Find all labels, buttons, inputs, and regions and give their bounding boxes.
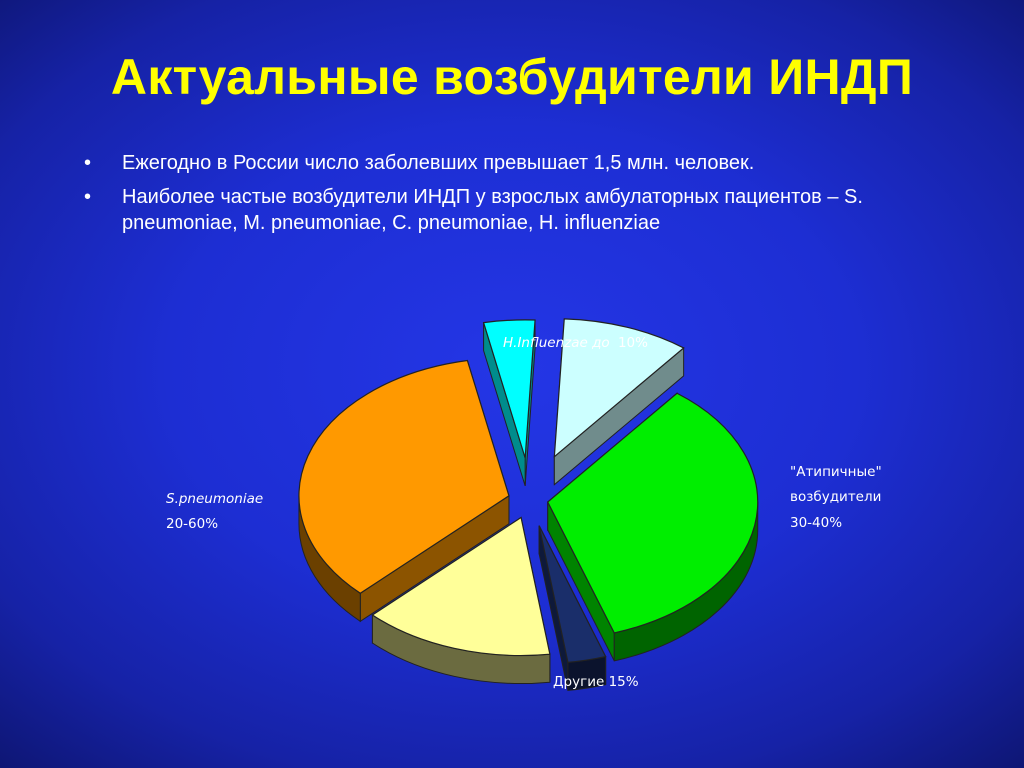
bullet-dot: • — [84, 186, 92, 208]
pie-slice-atypical — [546, 392, 759, 662]
pie-slice-cyan — [482, 319, 536, 487]
pie-slice-dark — [538, 525, 607, 691]
label-atypical-line1: "Атипичные" — [790, 464, 882, 480]
label-h-influenzae: H.Influenzae до 10% — [503, 335, 648, 351]
pie-slice-top — [538, 525, 607, 664]
bullet-text: Ежегодно в России число заболевших превы… — [122, 152, 755, 174]
pie-slice-top — [546, 392, 759, 634]
slide-title: Актуальные возбудители ИНДП — [110, 49, 914, 105]
pie-slice-top — [298, 359, 510, 594]
label-h-influenzae-value: 10% — [618, 335, 648, 351]
bullet-text: Наиболее частые возбудители ИНДП у взрос… — [122, 186, 863, 234]
pie-slice-top — [553, 318, 685, 459]
label-other: Другие 15% — [553, 674, 639, 690]
label-s-pneumoniae-value: 20-60% — [166, 516, 218, 532]
pie-slice-spneumoniae — [298, 359, 510, 623]
label-atypical-line3: 30-40% — [790, 515, 842, 531]
pie-slice-hinfluenzae — [553, 318, 685, 486]
label-h-influenzae-name: H.Influenzae до — [503, 335, 610, 351]
bullet-item: • Ежегодно в России число заболевших пре… — [84, 150, 984, 176]
pie-slice-top — [371, 516, 551, 657]
pie-slices — [298, 318, 759, 691]
label-s-pneumoniae-name: S.pneumoniae — [166, 491, 263, 507]
pie-slice-other — [371, 516, 551, 684]
pie-slice-top — [482, 319, 536, 459]
label-atypical-line2: возбудители — [790, 489, 881, 505]
bullet-item: • Наиболее частые возбудители ИНДП у взр… — [84, 184, 984, 236]
bullet-list: • Ежегодно в России число заболевших пре… — [84, 150, 984, 244]
bullet-dot: • — [84, 152, 92, 174]
